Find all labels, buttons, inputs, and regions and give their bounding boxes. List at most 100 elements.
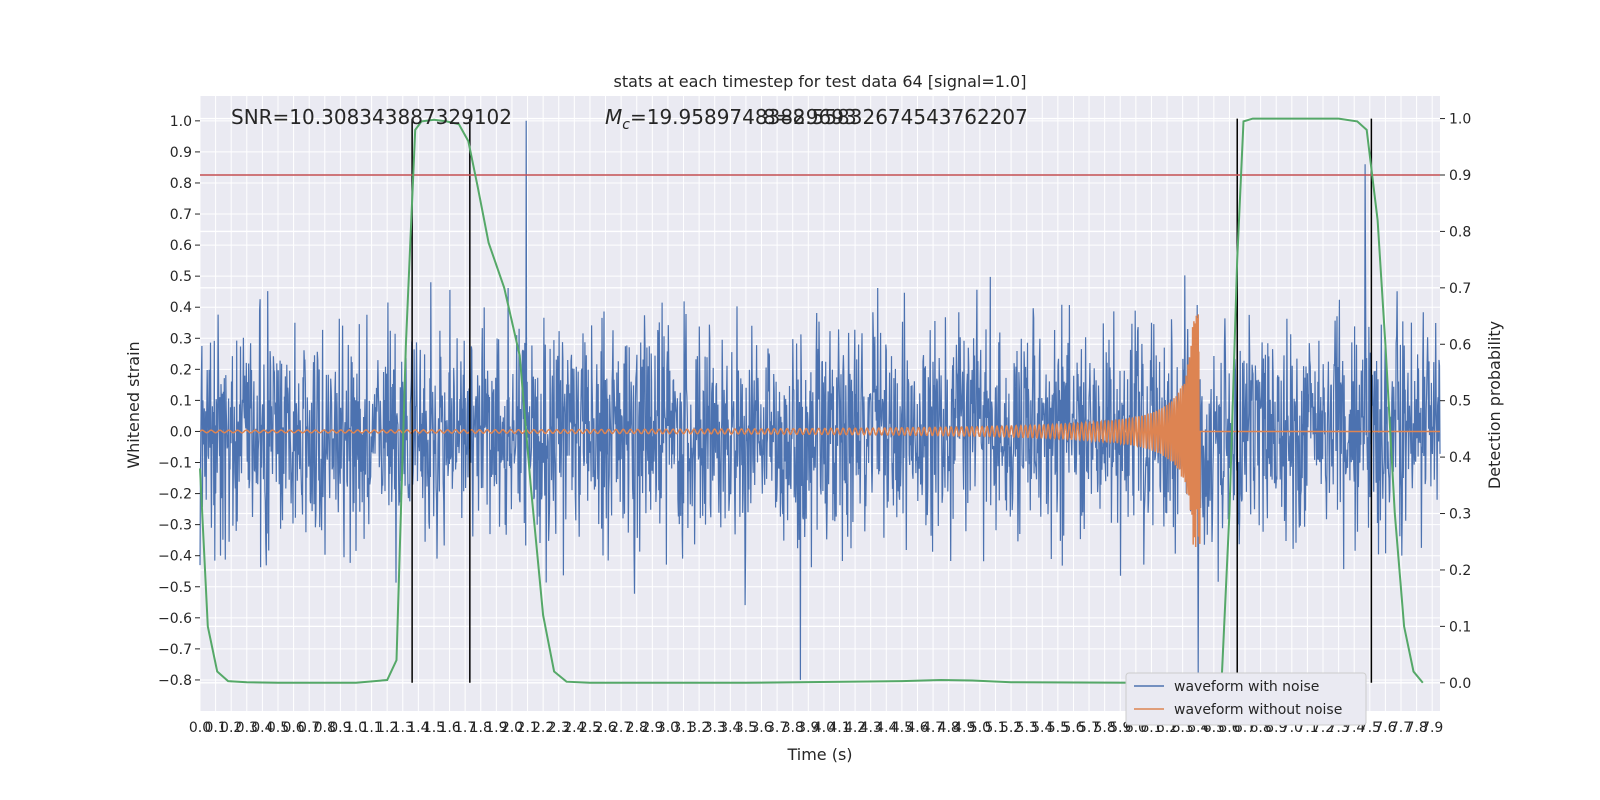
overlap-annotation: 8=8.55832674543762207: [763, 105, 1028, 129]
x-tick-label: 4.9: [953, 720, 975, 736]
x-tick-label: 5.8: [1094, 720, 1116, 736]
x-tick-label: 5.2: [1000, 720, 1022, 736]
x-tick-label: 4.1: [828, 720, 850, 736]
noise-series: [199, 120, 1441, 680]
x-tick-label: 5.9: [1109, 720, 1131, 736]
x-tick-label: 7.9: [1421, 720, 1443, 736]
x-tick-label: 2.4: [563, 720, 585, 736]
y-right-tick-label: 0.0: [1449, 676, 1471, 692]
x-tick-label: 1.2: [376, 720, 398, 736]
legend-box: [1125, 672, 1367, 726]
legend-label-clean: waveform without noise: [1174, 702, 1342, 718]
chirp-series: [199, 314, 1440, 548]
y-left-tick-label: 0.5: [170, 269, 192, 285]
x-tick-label: 4.4: [875, 720, 897, 736]
x-tick-label: 0.0: [189, 720, 211, 736]
x-tick-label: 5.6: [1062, 720, 1084, 736]
legend-label-noise: waveform with noise: [1174, 679, 1319, 695]
x-tick-label: 2.3: [548, 720, 570, 736]
y-left-tick-label: −0.2: [158, 487, 192, 503]
y-left-tick-label: 0.4: [170, 300, 192, 316]
x-tick-label: 1.9: [485, 720, 507, 736]
x-tick-label: 1.1: [360, 720, 382, 736]
x-tick-label: 3.2: [688, 720, 710, 736]
y-left-tick-label: −0.1: [158, 456, 192, 472]
y-right-tick-label: 0.4: [1449, 450, 1471, 466]
chirp-mass-value: =19.95897483829693: [630, 105, 857, 129]
x-tick-label: 3.5: [735, 720, 757, 736]
x-tick-label: 3.0: [657, 720, 679, 736]
x-tick-label: 0.5: [267, 720, 289, 736]
x-tick-label: 0.2: [220, 720, 242, 736]
y-left-tick-label: −0.5: [158, 580, 192, 596]
x-tick-label: 5.1: [984, 720, 1006, 736]
x-tick-label: 5.4: [1031, 720, 1053, 736]
x-tick-label: 0.8: [314, 720, 336, 736]
x-tick-label: 0.4: [251, 720, 273, 736]
x-tick-label: 0.1: [204, 720, 226, 736]
y-left-tick-label: −0.7: [158, 642, 192, 658]
x-tick-label: 3.8: [782, 720, 804, 736]
x-tick-label: 2.6: [594, 720, 616, 736]
x-tick-label: 7.8: [1405, 720, 1427, 736]
x-tick-label: 3.7: [766, 720, 788, 736]
chirp-mass-annotation: Mc=19.95897483829693: [605, 105, 857, 133]
chirp-mass-subscript: c: [622, 117, 630, 133]
y-right-tick-label: 0.8: [1449, 224, 1471, 240]
y-axis-label-right: Detection probability: [1485, 321, 1504, 489]
y-right-tick-label: 1.0: [1449, 112, 1471, 128]
y-right-tick-label: 0.1: [1449, 619, 1471, 635]
chirp-mass-symbol: M: [605, 105, 622, 129]
y-left-tick-label: −0.6: [158, 611, 192, 627]
x-tick-label: 2.0: [501, 720, 523, 736]
x-tick-label: 2.1: [516, 720, 538, 736]
x-tick-label: 3.9: [797, 720, 819, 736]
y-left-tick-label: 0.9: [170, 145, 192, 161]
detection-probability-line: [199, 117, 1424, 684]
y-left-tick-label: −0.4: [158, 549, 192, 565]
y-right-tick-label: 0.5: [1449, 394, 1471, 410]
waveform-without-noise-line: [199, 314, 1440, 548]
x-tick-label: 4.3: [860, 720, 882, 736]
x-tick-label: 4.7: [922, 720, 944, 736]
y-left-tick-label: 0.1: [170, 393, 192, 409]
ticks: 0.00.10.20.30.40.50.60.70.80.91.01.11.21…: [158, 112, 1471, 736]
y-right-tick-label: 0.2: [1449, 563, 1471, 579]
x-tick-label: 4.8: [938, 720, 960, 736]
x-tick-label: 4.0: [813, 720, 835, 736]
x-tick-label: 3.1: [672, 720, 694, 736]
x-tick-label: 5.5: [1047, 720, 1069, 736]
x-tick-label: 2.9: [641, 720, 663, 736]
x-tick-label: 1.5: [423, 720, 445, 736]
y-axis-label-left: Whitened strain: [124, 341, 143, 468]
x-tick-label: 7.6: [1374, 720, 1396, 736]
waveform-with-noise-line: [199, 120, 1441, 680]
x-tick-label: 4.2: [844, 720, 866, 736]
y-right-tick-label: 0.9: [1449, 168, 1471, 184]
y-left-tick-label: 0.2: [170, 362, 192, 378]
x-tick-label: 5.3: [1016, 720, 1038, 736]
x-tick-label: 5.0: [969, 720, 991, 736]
y-left-tick-label: 0.6: [170, 238, 192, 254]
x-tick-label: 2.8: [626, 720, 648, 736]
chart-title: stats at each timestep for test data 64 …: [614, 72, 1027, 91]
y-left-tick-label: −0.8: [158, 673, 192, 689]
probability-series: [199, 117, 1424, 684]
y-right-tick-label: 0.3: [1449, 507, 1471, 523]
x-axis-label: Time (s): [786, 745, 852, 764]
y-right-tick-label: 0.6: [1449, 337, 1471, 353]
x-tick-label: 0.3: [236, 720, 258, 736]
x-tick-label: 1.4: [407, 720, 429, 736]
x-tick-label: 1.3: [392, 720, 414, 736]
x-tick-label: 0.7: [298, 720, 320, 736]
y-left-tick-label: 0.0: [170, 424, 192, 440]
x-tick-label: 0.6: [282, 720, 304, 736]
x-tick-label: 1.6: [438, 720, 460, 736]
x-tick-label: 7.7: [1390, 720, 1412, 736]
x-tick-label: 3.4: [719, 720, 741, 736]
snr-annotation: SNR=10.308343887329102: [231, 105, 512, 129]
x-tick-label: 5.7: [1078, 720, 1100, 736]
x-tick-label: 1.8: [470, 720, 492, 736]
y-left-tick-label: 0.8: [170, 176, 192, 192]
